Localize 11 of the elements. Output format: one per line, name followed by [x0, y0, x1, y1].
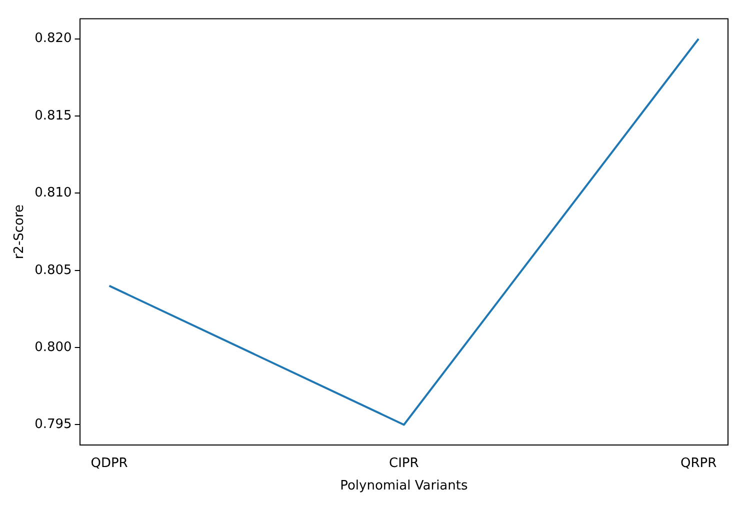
y-tick-label: 0.820: [34, 31, 72, 46]
y-tick-label: 0.810: [34, 186, 72, 201]
y-tick-label: 0.805: [34, 262, 72, 278]
x-axis-title: Polynomial Variants: [340, 478, 468, 494]
y-axis-title: r2-Score: [12, 204, 28, 260]
x-tick-label: QRPR: [680, 456, 717, 471]
y-tick-label: 0.800: [34, 340, 72, 355]
x-tick-label: QDPR: [90, 456, 128, 471]
y-tick-label: 0.815: [34, 108, 72, 124]
x-tick-label: CIPR: [389, 456, 419, 471]
y-tick-label: 0.795: [34, 417, 72, 432]
